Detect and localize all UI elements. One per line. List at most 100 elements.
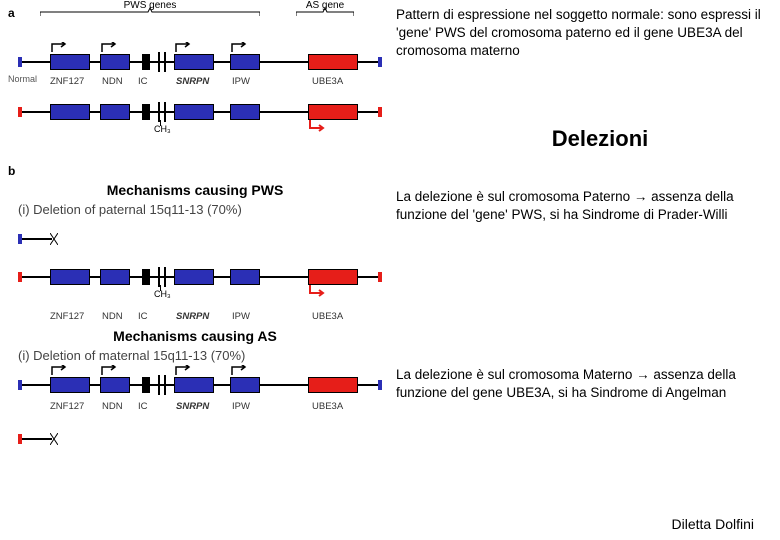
end-cap-left <box>18 434 26 444</box>
gene-label: NDN <box>102 311 123 322</box>
panel-c-gene-labels: ZNF127 NDN IC SNRPN IPW UBE3A <box>8 401 382 415</box>
expr-arrow-icon <box>308 285 326 297</box>
gene-box <box>50 377 90 393</box>
end-cap-left <box>18 234 26 244</box>
gene-label: SNRPN <box>176 76 209 87</box>
tick-mark <box>158 52 160 72</box>
expr-arrow-icon <box>174 365 192 377</box>
as-group-label: AS gene <box>296 0 354 11</box>
gene-box <box>230 54 260 70</box>
gene-label: IC <box>138 76 148 87</box>
end-cap-left <box>18 380 26 390</box>
gene-label: IC <box>138 311 148 322</box>
tick-mark <box>164 52 166 72</box>
panel-c-caption: La delezione è sul cromosoma Materno → a… <box>390 322 780 408</box>
gene-label: ZNF127 <box>50 76 84 87</box>
panel-a-row: a PWS genes AS gene Normal <box>0 0 780 118</box>
gene-label: SNRPN <box>176 401 209 412</box>
gene-label: IPW <box>232 76 250 87</box>
maternal-intact-track: CH₃ <box>8 261 382 291</box>
expr-arrow-icon <box>308 120 326 132</box>
expr-arrow-icon <box>100 365 118 377</box>
expr-arrow-icon <box>230 42 248 54</box>
gene-label: ZNF127 <box>50 401 84 412</box>
panel-c-diagram: Mechanisms causing AS (i) Deletion of ma… <box>0 322 390 482</box>
paternal-intact-track <box>8 369 382 399</box>
ic-box <box>142 54 150 70</box>
paternal-deleted-track <box>8 223 382 253</box>
expr-arrow-icon <box>230 365 248 377</box>
end-cap-right <box>378 57 386 67</box>
tick-mark <box>158 102 160 122</box>
gene-label: UBE3A <box>312 311 343 322</box>
gene-box <box>174 269 214 285</box>
chrom-stub-line <box>22 438 52 440</box>
gene-box <box>308 54 358 70</box>
gene-box <box>50 269 90 285</box>
maternal-deleted-track <box>8 423 382 453</box>
gene-label: IC <box>138 401 148 412</box>
panel-c-row: Mechanisms causing AS (i) Deletion of ma… <box>0 322 780 482</box>
paternal-labels: ZNF127 NDN IC SNRPN IPW UBE3A <box>8 76 382 90</box>
break-mark-icon <box>50 233 58 245</box>
gene-label: NDN <box>102 76 123 87</box>
gene-label: ZNF127 <box>50 311 84 322</box>
panel-b-caption: La delezione è sul cromosoma Paterno → a… <box>390 158 780 230</box>
tick-mark <box>158 375 160 395</box>
panel-a-caption: Pattern di espressione nel soggetto norm… <box>390 0 780 67</box>
gene-label: IPW <box>232 401 250 412</box>
gene-box <box>174 54 214 70</box>
delezioni-heading: Delezioni <box>0 126 780 152</box>
gene-label: UBE3A <box>312 401 343 412</box>
gene-box <box>230 269 260 285</box>
gene-label: SNRPN <box>176 311 209 322</box>
panel-c-subtitle: (i) Deletion of maternal 15q11-13 (70%) <box>18 348 382 363</box>
gene-box <box>174 377 214 393</box>
break-mark-icon <box>50 433 58 445</box>
panel-b-diagram: b Mechanisms causing PWS (i) Deletion of… <box>0 158 390 318</box>
gene-label: NDN <box>102 401 123 412</box>
ic-box <box>142 104 150 120</box>
end-cap-right <box>378 272 386 282</box>
ch3-connector <box>160 120 161 126</box>
gene-box <box>100 54 130 70</box>
gene-box <box>230 104 260 120</box>
gene-label: IPW <box>232 311 250 322</box>
pws-group-label: PWS genes <box>40 0 260 11</box>
ic-box <box>142 377 150 393</box>
end-cap-left <box>18 107 26 117</box>
panel-b-row: b Mechanisms causing PWS (i) Deletion of… <box>0 158 780 318</box>
end-cap-left <box>18 57 26 67</box>
panel-a-label: a <box>8 6 15 20</box>
gene-box <box>100 377 130 393</box>
panel-a-diagram: a PWS genes AS gene Normal <box>0 0 390 118</box>
chrom-stub-line <box>22 238 52 240</box>
end-cap-right <box>378 107 386 117</box>
gene-box <box>308 104 358 120</box>
gene-box <box>50 104 90 120</box>
end-cap-right <box>378 380 386 390</box>
gene-box <box>308 377 358 393</box>
ch3-label: CH₃ <box>154 289 171 299</box>
gene-box <box>50 54 90 70</box>
expr-arrow-icon <box>50 42 68 54</box>
tick-mark <box>164 375 166 395</box>
expr-arrow-icon <box>50 365 68 377</box>
tick-mark <box>164 102 166 122</box>
panel-c-title: Mechanisms causing AS <box>8 328 382 344</box>
gene-box <box>100 104 130 120</box>
gene-box <box>230 377 260 393</box>
maternal-track: CH₃ <box>8 96 382 126</box>
gene-label: UBE3A <box>312 76 343 87</box>
gene-box <box>100 269 130 285</box>
gene-box <box>174 104 214 120</box>
panel-b-subtitle: (i) Deletion of paternal 15q11-13 (70%) <box>18 202 382 217</box>
tick-mark <box>158 267 160 287</box>
ic-box <box>142 269 150 285</box>
paternal-track: Normal <box>8 46 382 76</box>
ch3-label: CH₃ <box>154 124 171 134</box>
as-brace: AS gene <box>296 2 354 23</box>
panel-b-title: Mechanisms causing PWS <box>8 182 382 198</box>
gene-box <box>308 269 358 285</box>
expr-arrow-icon <box>100 42 118 54</box>
